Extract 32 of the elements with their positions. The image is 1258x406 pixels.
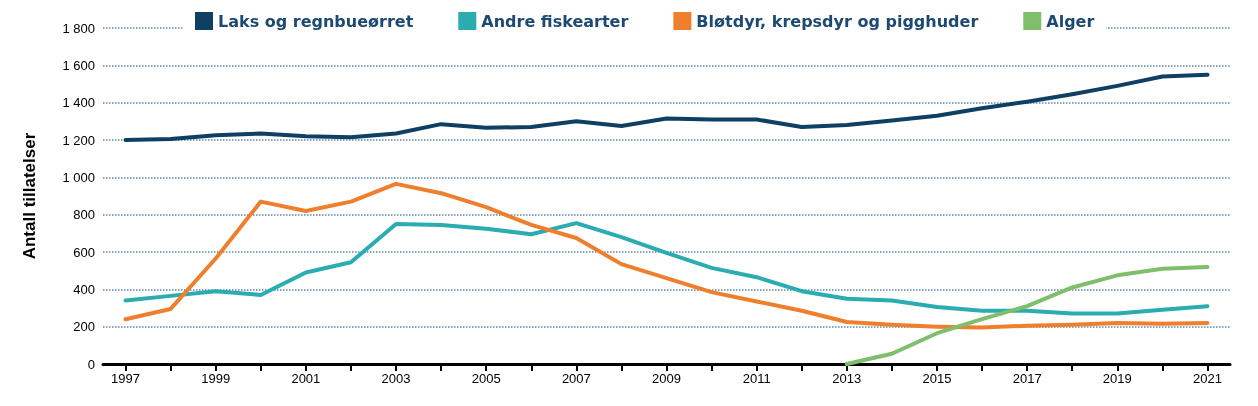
y-tick-label: 1 200 [62,132,95,148]
line-series [844,264,1210,366]
y-tick-label: 1 600 [62,57,95,73]
x-tick-label: 2019 [1102,371,1132,386]
y-tick-label: 1 000 [62,169,95,185]
y-axis-title: Antall tillatelser [20,132,39,260]
line-series [123,181,1210,330]
line-series [123,72,1210,142]
y-tick-label: 1 400 [62,95,95,111]
x-tick-label: 2009 [652,371,681,386]
legend-label: Laks og regnbueørret [218,11,414,31]
y-tick-label: 1 800 [62,20,95,36]
y-tick-label: 600 [73,244,95,260]
y-tick-label: 400 [73,281,95,297]
x-tick-label: 2021 [1193,371,1222,386]
x-tick-label: 2015 [922,371,952,386]
x-tick-label: 2007 [561,371,591,386]
y-tick-label: 200 [73,319,95,335]
x-tick-label: 2001 [291,371,321,386]
x-tick-label: 1999 [201,371,231,386]
x-tick-label: 2005 [471,371,501,386]
x-tick-label: 1997 [111,371,140,386]
x-tick-label: 2017 [1012,371,1042,386]
x-tick-label: 2003 [381,371,411,386]
legend-label: Andre fiskearter [481,11,629,31]
y-tick-label: 800 [73,207,95,223]
x-tick-label: 2013 [832,371,862,386]
line-series [123,221,1210,316]
x-tick-label: 2011 [742,371,771,386]
legend-label: Bløtdyr, krepsdyr og pigghuder [696,11,979,31]
legend-label: Alger [1046,11,1095,31]
y-tick-label: 0 [87,356,95,372]
